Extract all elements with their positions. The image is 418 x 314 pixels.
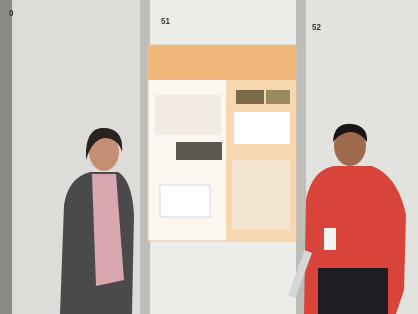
trousers [318, 268, 388, 314]
poster-chart [234, 112, 290, 144]
poster-text [155, 95, 221, 135]
panel-number: 52 [312, 23, 321, 32]
photo: 0 51 52 [0, 0, 418, 314]
left-edge [0, 0, 12, 314]
badge [324, 228, 336, 250]
poster-photo [176, 142, 222, 160]
poster [148, 45, 296, 241]
poster-header [148, 45, 296, 80]
panel-number: 51 [161, 17, 170, 26]
poster-photo [266, 90, 290, 104]
poster-diagram [160, 185, 210, 217]
poster-text [232, 160, 290, 230]
panel-number: 0 [9, 9, 14, 18]
poster-photo [236, 90, 264, 104]
